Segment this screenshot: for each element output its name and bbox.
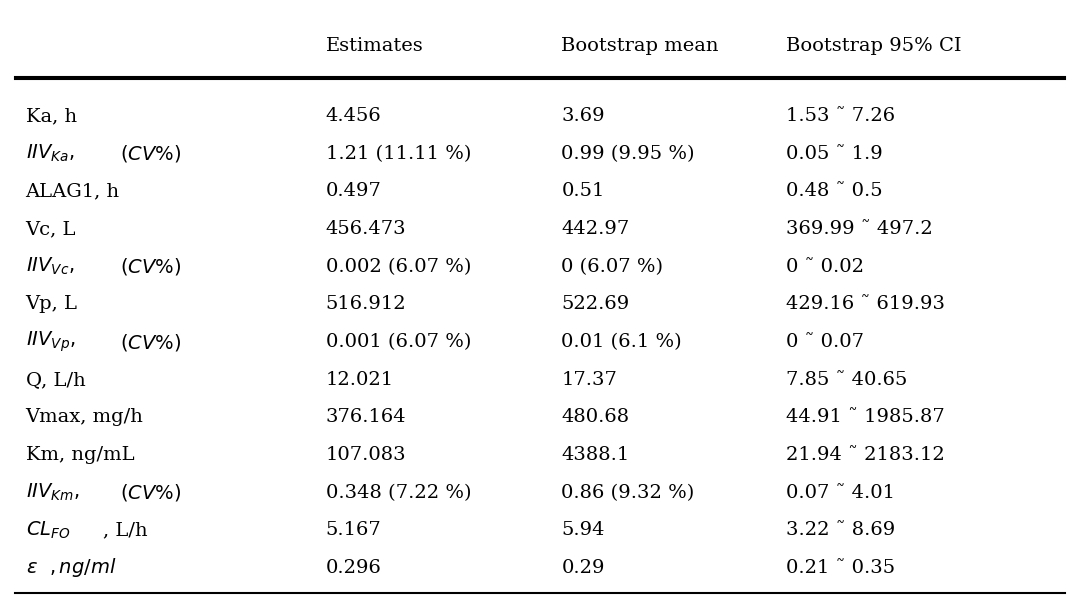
Text: 5.94: 5.94 <box>562 521 605 540</box>
Text: 0.01 (6.1 %): 0.01 (6.1 %) <box>562 333 683 351</box>
Text: 4.456: 4.456 <box>326 107 381 125</box>
Text: 1.21 (11.11 %): 1.21 (11.11 %) <box>326 145 471 163</box>
Text: Vmax, mg/h: Vmax, mg/h <box>26 409 144 426</box>
Text: $\epsilon$: $\epsilon$ <box>26 559 38 577</box>
Text: 0 (6.07 %): 0 (6.07 %) <box>562 258 663 276</box>
Text: 0.51: 0.51 <box>562 183 605 200</box>
Text: 0.48 ˜ 0.5: 0.48 ˜ 0.5 <box>786 183 883 200</box>
Text: $(CV\%)$: $(CV\%)$ <box>120 143 181 164</box>
Text: 21.94 ˜ 2183.12: 21.94 ˜ 2183.12 <box>786 446 945 464</box>
Text: 456.473: 456.473 <box>326 220 406 238</box>
Text: Estimates: Estimates <box>326 37 423 55</box>
Text: 0.05 ˜ 1.9: 0.05 ˜ 1.9 <box>786 145 883 163</box>
Text: 369.99 ˜ 497.2: 369.99 ˜ 497.2 <box>786 220 933 238</box>
Text: 5.167: 5.167 <box>326 521 381 540</box>
Text: 107.083: 107.083 <box>326 446 406 464</box>
Text: $(CV\%)$: $(CV\%)$ <box>120 256 181 277</box>
Text: 516.912: 516.912 <box>326 295 406 314</box>
Text: 376.164: 376.164 <box>326 409 406 426</box>
Text: Bootstrap mean: Bootstrap mean <box>562 37 719 55</box>
Text: 1.53 ˜ 7.26: 1.53 ˜ 7.26 <box>786 107 895 125</box>
Text: 0 ˜ 0.07: 0 ˜ 0.07 <box>786 333 864 351</box>
Text: Ka, h: Ka, h <box>26 107 77 125</box>
Text: 0.21 ˜ 0.35: 0.21 ˜ 0.35 <box>786 559 895 577</box>
Text: , L/h: , L/h <box>103 521 147 540</box>
Text: ALAG1, h: ALAG1, h <box>26 183 120 200</box>
Text: 0.86 (9.32 %): 0.86 (9.32 %) <box>562 484 694 502</box>
Text: 0.348 (7.22 %): 0.348 (7.22 %) <box>326 484 471 502</box>
Text: $(CV\%)$: $(CV\%)$ <box>120 331 181 353</box>
Text: $IIV_{Ka},$: $IIV_{Ka},$ <box>26 143 75 164</box>
Text: 0 ˜ 0.02: 0 ˜ 0.02 <box>786 258 864 276</box>
Text: Vc, L: Vc, L <box>26 220 76 238</box>
Text: 12.021: 12.021 <box>326 371 394 389</box>
Text: 4388.1: 4388.1 <box>562 446 630 464</box>
Text: $IIV_{Km},$: $IIV_{Km},$ <box>26 482 80 503</box>
Text: 44.91 ˜ 1985.87: 44.91 ˜ 1985.87 <box>786 409 945 426</box>
Text: $IIV_{Vp},$: $IIV_{Vp},$ <box>26 330 76 354</box>
Text: Km, ng/mL: Km, ng/mL <box>26 446 134 464</box>
Text: Q, L/h: Q, L/h <box>26 371 85 389</box>
Text: 0.296: 0.296 <box>326 559 381 577</box>
Text: $IIV_{Vc},$: $IIV_{Vc},$ <box>26 256 75 277</box>
Text: $CL_{FO}$: $CL_{FO}$ <box>26 519 70 541</box>
Text: Vp, L: Vp, L <box>26 295 78 314</box>
Text: 0.497: 0.497 <box>326 183 381 200</box>
Text: 0.99 (9.95 %): 0.99 (9.95 %) <box>562 145 694 163</box>
Text: 7.85 ˜ 40.65: 7.85 ˜ 40.65 <box>786 371 908 389</box>
Text: 480.68: 480.68 <box>562 409 630 426</box>
Text: 0.07 ˜ 4.01: 0.07 ˜ 4.01 <box>786 484 895 502</box>
Text: 442.97: 442.97 <box>562 220 630 238</box>
Text: 3.69: 3.69 <box>562 107 605 125</box>
Text: $(CV\%)$: $(CV\%)$ <box>120 482 181 503</box>
Text: 522.69: 522.69 <box>562 295 630 314</box>
Text: Bootstrap 95% CI: Bootstrap 95% CI <box>786 37 962 55</box>
Text: 3.22 ˜ 8.69: 3.22 ˜ 8.69 <box>786 521 895 540</box>
Text: 0.29: 0.29 <box>562 559 605 577</box>
Text: 429.16 ˜ 619.93: 429.16 ˜ 619.93 <box>786 295 945 314</box>
Text: 0.002 (6.07 %): 0.002 (6.07 %) <box>326 258 471 276</box>
Text: $, ng/ml$: $, ng/ml$ <box>50 557 117 580</box>
Text: 17.37: 17.37 <box>562 371 618 389</box>
Text: 0.001 (6.07 %): 0.001 (6.07 %) <box>326 333 471 351</box>
